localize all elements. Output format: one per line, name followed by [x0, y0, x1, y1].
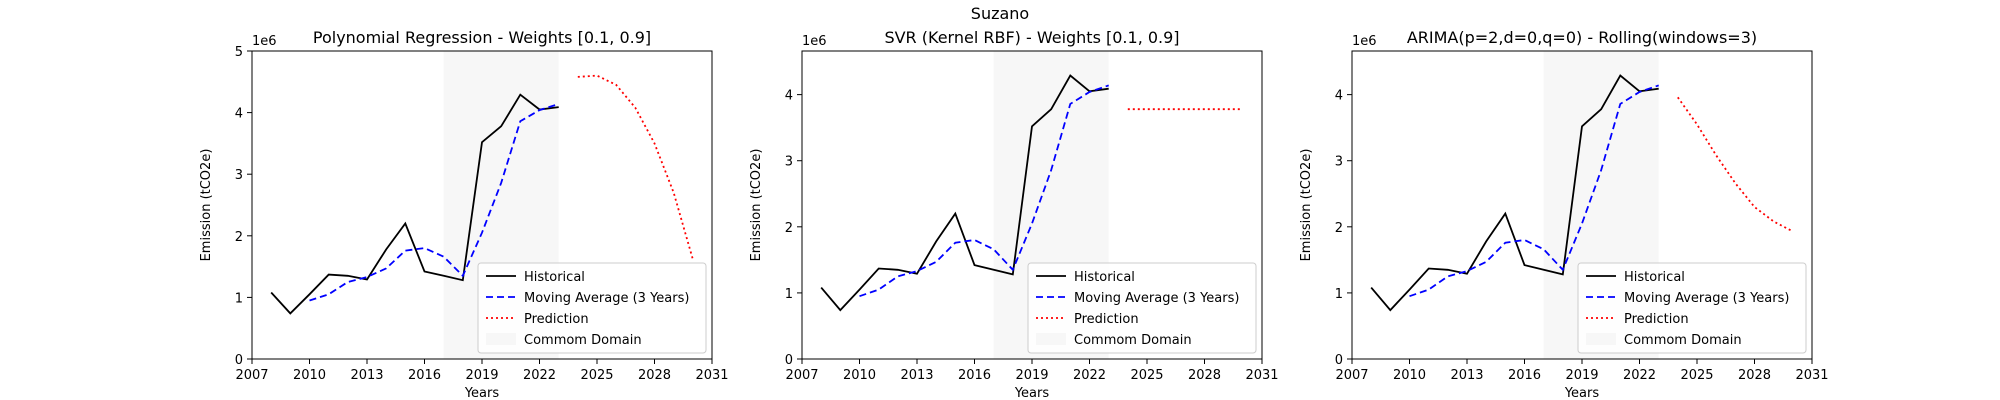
x-tick-label: 2028 [1738, 368, 1771, 383]
series-line-moving-average-3-years [1409, 84, 1659, 298]
x-tick-label: 2013 [350, 368, 383, 383]
x-tick-label: 2025 [1130, 368, 1163, 383]
y-tick-label: 4 [1335, 89, 1343, 104]
y-axis-label: Emission (tCO2e) [749, 149, 764, 262]
x-tick-label: 2022 [523, 368, 556, 383]
series-line-historical [270, 93, 559, 315]
legend-swatch [486, 333, 516, 345]
y-tick-label: 5 [235, 45, 243, 60]
legend-label: Moving Average (3 Years) [1074, 291, 1239, 306]
x-tick-label: 2022 [1073, 368, 1106, 383]
chart-title: ARIMA(p=2,d=0,q=0) - Rolling(windows=3) [1407, 28, 1757, 47]
x-tick-label: 2010 [1393, 368, 1426, 383]
legend-box [1577, 262, 1807, 354]
series-line-moving-average-3-years [309, 103, 559, 302]
figure-suptitle: Suzano [970, 4, 1030, 23]
legend-box [1027, 262, 1257, 354]
legend-box [477, 262, 707, 354]
legend-label: Commom Domain [1624, 333, 1742, 348]
x-tick-label: 2025 [1680, 368, 1713, 383]
y-tick-label: 2 [1335, 221, 1343, 236]
legend-swatch [1036, 333, 1066, 345]
y-multiplier-label: 1e6 [252, 34, 277, 49]
x-tick-label: 2007 [1335, 368, 1368, 383]
x-tick-label: 2019 [465, 368, 498, 383]
x-axis-label: Years [1564, 386, 1600, 400]
y-tick-label: 1 [1335, 287, 1343, 302]
x-tick-label: 2016 [958, 368, 991, 383]
legend-label: Moving Average (3 Years) [1624, 291, 1789, 306]
series-line-prediction [577, 74, 694, 260]
legend-label: Historical [1624, 270, 1685, 285]
y-axis-label: Emission (tCO2e) [1299, 149, 1314, 262]
y-multiplier-label: 1e6 [802, 34, 827, 49]
legend-label: Commom Domain [1074, 333, 1192, 348]
series-line-moving-average-3-years [859, 84, 1109, 298]
legend-label: Commom Domain [524, 333, 642, 348]
x-tick-label: 2013 [900, 368, 933, 383]
y-tick-label: 0 [785, 353, 793, 368]
legend: Historical Moving Average (3 Years) Predic… [1027, 262, 1257, 354]
series-line-prediction [1677, 96, 1794, 233]
x-tick-label: 2007 [785, 368, 818, 383]
chart-panel-3: 2007 2010 2013 2016 2019 2022 2025 2028 2031 0 1 2 3… [1299, 28, 1829, 400]
y-tick-label: 3 [235, 168, 243, 183]
legend: Historical Moving Average (3 Years) Predic… [477, 262, 707, 354]
legend-label: Prediction [524, 312, 589, 327]
x-axis-label: Years [464, 386, 500, 400]
y-tick-label: 2 [785, 221, 793, 236]
x-axis-label: Years [1014, 386, 1050, 400]
x-tick-label: 2010 [293, 368, 326, 383]
x-tick-label: 2022 [1623, 368, 1656, 383]
legend-label: Prediction [1074, 312, 1139, 327]
legend-label: Historical [1074, 270, 1135, 285]
chart-title: Polynomial Regression - Weights [0.1, 0.… [313, 28, 651, 47]
x-tick-label: 2019 [1015, 368, 1048, 383]
x-tick-label: 2031 [1795, 368, 1828, 383]
x-tick-label: 2028 [1188, 368, 1221, 383]
y-tick-label: 0 [1335, 353, 1343, 368]
series-line-historical [820, 74, 1109, 312]
chart-panel-1: 2007 2010 2013 2016 2019 2022 2025 2028 2031 0 1 2 3… [199, 28, 729, 400]
x-tick-label: 2025 [580, 368, 613, 383]
y-tick-label: 1 [235, 291, 243, 306]
y-tick-label: 2 [235, 230, 243, 245]
chart-title: SVR (Kernel RBF) - Weights [0.1, 0.9] [884, 28, 1179, 47]
legend-swatch [1586, 333, 1616, 345]
chart-panel-2: 2007 2010 2013 2016 2019 2022 2025 2028 2031 0 1 2 3… [749, 28, 1279, 400]
legend: Historical Moving Average (3 Years) Predic… [1577, 262, 1807, 354]
y-tick-label: 3 [785, 155, 793, 170]
x-tick-label: 2028 [638, 368, 671, 383]
y-multiplier-label: 1e6 [1352, 34, 1377, 49]
x-tick-label: 2019 [1565, 368, 1598, 383]
y-tick-label: 0 [235, 353, 243, 368]
y-tick-label: 4 [235, 107, 243, 122]
x-tick-label: 2013 [1450, 368, 1483, 383]
y-axis-label: Emission (tCO2e) [199, 149, 214, 262]
series-line-historical [1370, 74, 1659, 312]
y-tick-label: 4 [785, 89, 793, 104]
y-tick-label: 1 [785, 287, 793, 302]
legend-label: Historical [524, 270, 585, 285]
x-tick-label: 2010 [843, 368, 876, 383]
x-tick-label: 2031 [695, 368, 728, 383]
x-tick-label: 2031 [1245, 368, 1278, 383]
x-tick-label: 2016 [1508, 368, 1541, 383]
y-tick-label: 3 [1335, 155, 1343, 170]
x-tick-label: 2016 [408, 368, 441, 383]
legend-label: Prediction [1624, 312, 1689, 327]
x-tick-label: 2007 [235, 368, 268, 383]
legend-label: Moving Average (3 Years) [524, 291, 689, 306]
